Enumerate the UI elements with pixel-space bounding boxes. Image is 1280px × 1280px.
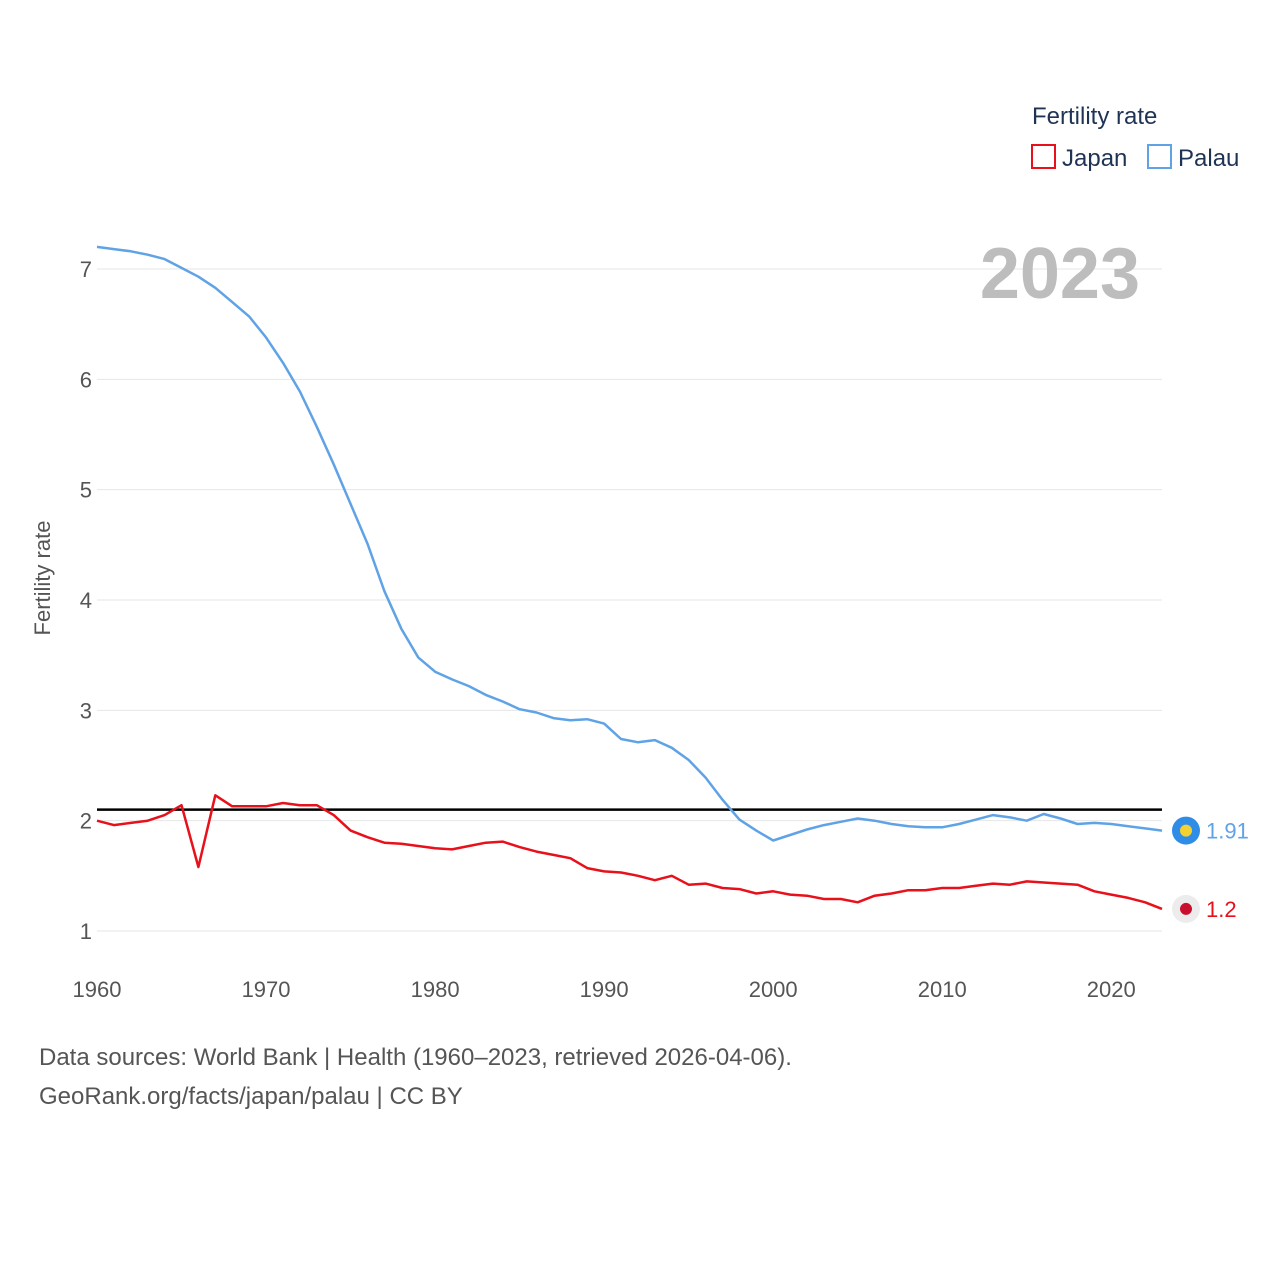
y-tick-1: 1 <box>80 919 92 944</box>
y-tick-3: 3 <box>80 698 92 723</box>
japan-end-marker[interactable] <box>1172 894 1200 923</box>
series-line-palau <box>96 245 1163 842</box>
legend-swatch-palau[interactable] <box>1147 144 1172 169</box>
y-gridlines <box>97 268 1162 932</box>
legend: Fertility rate Japan Palau <box>1031 103 1239 172</box>
series-line-japan <box>96 794 1163 911</box>
y-tick-6: 6 <box>80 367 92 392</box>
legend-label-japan[interactable]: Japan <box>1062 145 1127 172</box>
x-tick-labels: 1960 1970 1980 1990 2000 2010 2020 <box>73 977 1136 1002</box>
x-tick-1980: 1980 <box>411 977 460 1002</box>
palau-end-value: 1.91 <box>1206 819 1249 844</box>
attribution-footer[interactable]: GeoRank.org/facts/japan/palau | CC BY <box>39 1083 463 1110</box>
x-tick-2020: 2020 <box>1087 977 1136 1002</box>
palau-end-marker[interactable] <box>1172 816 1200 845</box>
y-tick-5: 5 <box>80 478 92 503</box>
current-year-label: 2023 <box>980 234 1140 314</box>
y-tick-labels: 1 2 3 4 5 6 7 <box>80 257 92 944</box>
y-tick-7: 7 <box>80 257 92 282</box>
x-tick-1960: 1960 <box>73 977 122 1002</box>
y-axis-label: Fertility rate <box>30 521 55 636</box>
y-tick-4: 4 <box>80 588 92 613</box>
x-tick-2000: 2000 <box>749 977 798 1002</box>
legend-title: Fertility rate <box>1032 103 1157 130</box>
x-tick-1990: 1990 <box>580 977 629 1002</box>
legend-label-palau[interactable]: Palau <box>1178 145 1239 172</box>
legend-swatch-japan[interactable] <box>1031 144 1056 169</box>
x-tick-1970: 1970 <box>242 977 291 1002</box>
data-sources-footer: Data sources: World Bank | Health (1960–… <box>39 1044 792 1071</box>
japan-end-value: 1.2 <box>1206 897 1237 922</box>
x-tick-2010: 2010 <box>918 977 967 1002</box>
y-tick-2: 2 <box>80 809 92 834</box>
